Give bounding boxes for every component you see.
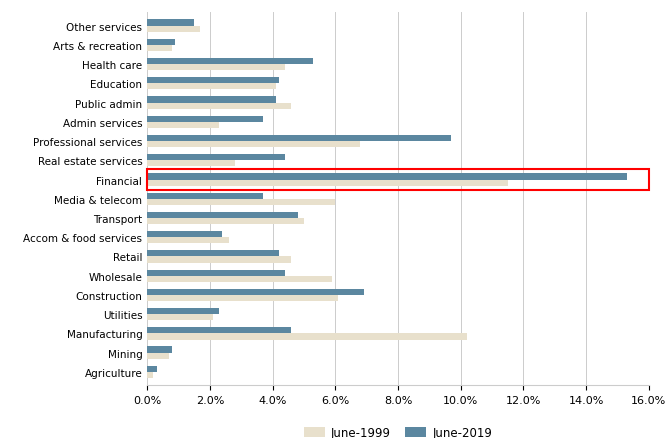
Bar [147, 65, 285, 71]
Bar [147, 136, 452, 142]
Bar [147, 27, 201, 33]
Bar [147, 103, 292, 110]
Bar [147, 117, 263, 123]
Bar [147, 270, 285, 276]
Bar [147, 372, 153, 378]
Bar [147, 193, 263, 199]
Bar [147, 21, 194, 27]
Bar [147, 328, 292, 334]
Legend: June-1999, June-2019: June-1999, June-2019 [299, 421, 497, 438]
Bar [147, 84, 276, 90]
Bar [147, 170, 649, 191]
Bar [147, 289, 363, 295]
Bar [147, 39, 175, 46]
Bar [147, 295, 339, 301]
Bar [147, 161, 235, 167]
Bar [147, 346, 173, 353]
Bar [147, 199, 335, 205]
Bar [147, 276, 332, 282]
Bar [147, 238, 229, 244]
Bar [147, 78, 279, 84]
Bar [147, 219, 304, 225]
Bar [147, 155, 285, 161]
Bar [147, 257, 292, 263]
Bar [147, 251, 279, 257]
Bar [147, 180, 508, 186]
Bar [147, 232, 222, 238]
Bar [147, 308, 219, 314]
Bar [147, 59, 313, 65]
Bar [147, 123, 219, 129]
Bar [147, 97, 276, 103]
Bar [147, 314, 213, 321]
Bar [147, 142, 361, 148]
Bar [147, 174, 627, 180]
Bar [147, 366, 157, 372]
Bar [147, 46, 173, 52]
Bar [147, 334, 467, 340]
Bar [147, 353, 169, 359]
Bar [147, 212, 298, 219]
